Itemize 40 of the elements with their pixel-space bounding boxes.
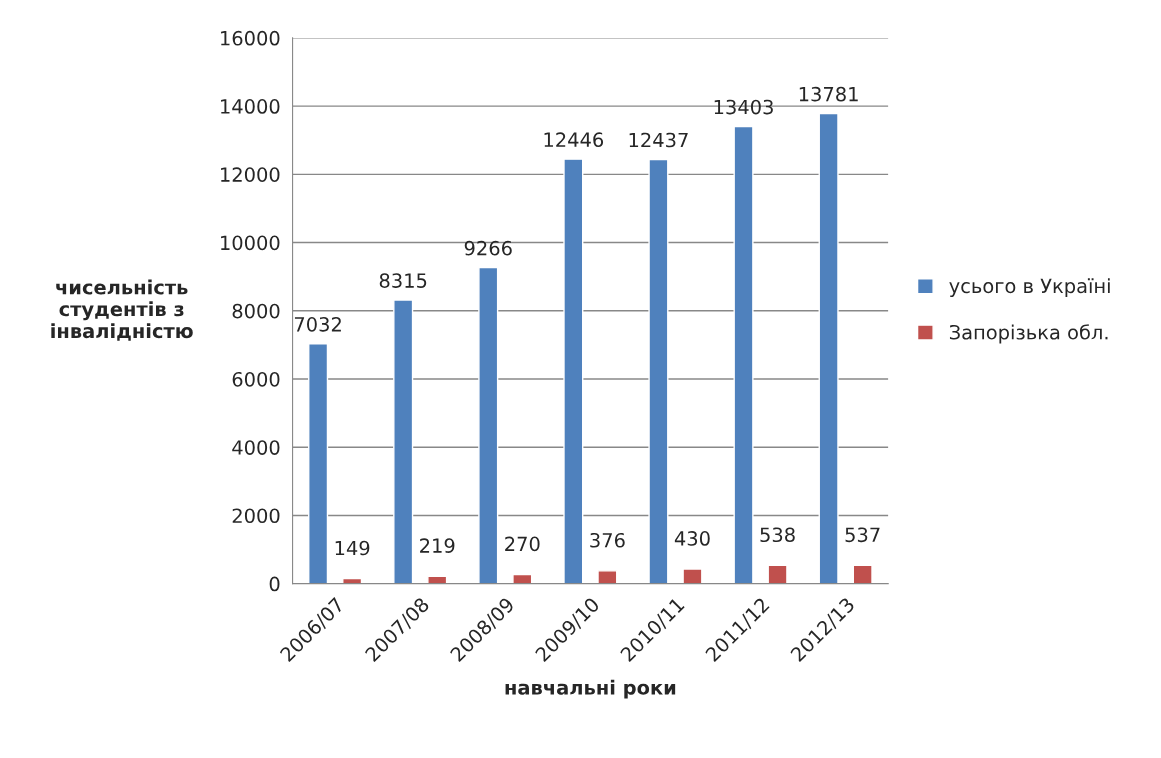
y-tick-label: 2000 (232, 508, 280, 524)
data-label: 12446 (544, 132, 604, 148)
data-label: 13403 (714, 99, 773, 115)
y-axis-title: чисельність студентів з інвалідністю (51, 279, 193, 341)
bar (682, 568, 703, 584)
data-label: 270 (505, 536, 540, 552)
bar (767, 564, 788, 584)
x-axis-title: навчальні роки (505, 679, 676, 699)
data-label: 430 (674, 531, 710, 546)
y-tick-label: 6000 (232, 371, 280, 387)
bar (393, 299, 414, 584)
y-tick-label: 10000 (221, 235, 280, 251)
bar (818, 112, 839, 584)
bar (512, 573, 533, 584)
data-label: 12437 (629, 132, 688, 148)
y-tick-label: 12000 (221, 167, 280, 182)
y-tick-label: 0 (269, 576, 280, 592)
y-tick-label: 16000 (221, 30, 280, 46)
bar (733, 125, 754, 584)
data-label: 537 (845, 527, 880, 543)
y-tick-label: 14000 (221, 99, 280, 114)
data-label: 219 (420, 538, 455, 553)
bar (648, 158, 669, 584)
bar (308, 343, 329, 584)
data-label: 13781 (799, 86, 858, 102)
bar (597, 570, 618, 584)
legend-label: Запорізька обл. (949, 324, 1108, 344)
data-label: 8315 (379, 273, 427, 288)
bar (852, 564, 873, 584)
data-label: 538 (760, 527, 795, 543)
data-label: 376 (590, 532, 625, 548)
y-tick-label: 4000 (232, 440, 280, 455)
y-tick-label: 8000 (232, 303, 280, 319)
legend-label: усього в Україні (949, 278, 1110, 297)
bar (563, 158, 584, 584)
data-label: 149 (335, 540, 370, 556)
bar (478, 266, 499, 584)
data-label: 7032 (294, 316, 341, 332)
data-label: 9266 (464, 240, 512, 256)
bar (427, 575, 448, 584)
